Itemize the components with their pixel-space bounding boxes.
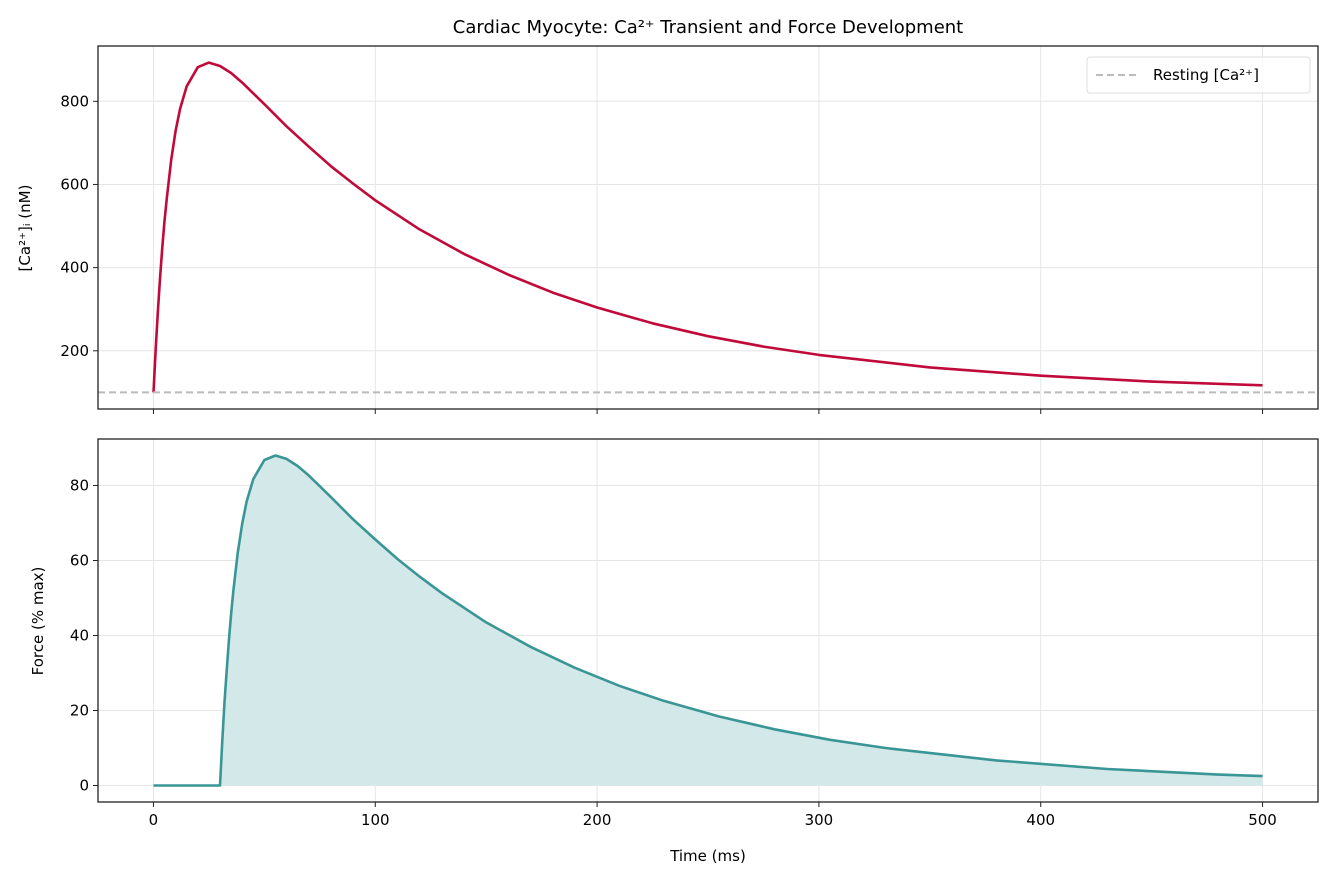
y-tick-label: 40: [70, 627, 89, 645]
y-tick-label: 80: [70, 477, 89, 495]
axes-frame: [97, 438, 1319, 803]
legend-box: [1086, 56, 1311, 94]
calcium-axes: 200 400 600 800: [60, 45, 1319, 414]
force-area-fill: [153, 455, 1263, 786]
y-tick-label: 20: [70, 702, 89, 720]
x-tick-label: 100: [361, 811, 390, 829]
x-tick-label: 500: [1248, 811, 1277, 829]
y-axis-label-calcium: [Ca²⁺]ᵢ (nM): [16, 185, 34, 272]
x-tick-label: 0: [149, 811, 159, 829]
calcium-transient-line: [152, 61, 1263, 393]
x-tick-label: 200: [583, 811, 612, 829]
chart-title: Cardiac Myocyte: Ca²⁺ Transient and Forc…: [453, 17, 963, 38]
y-axis-label-force: Force (% max): [29, 567, 47, 676]
y-tick-label: 800: [60, 92, 89, 110]
axes-frame: [97, 45, 1319, 410]
x-tick-label: 400: [1026, 811, 1055, 829]
y-tick-label: 600: [60, 175, 89, 193]
y-tick-label: 0: [79, 777, 89, 795]
x-tick-label: 300: [805, 811, 834, 829]
legend-label-resting: Resting [Ca²⁺]: [1153, 66, 1259, 84]
legend: Resting [Ca²⁺]: [1086, 56, 1311, 94]
y-tick-label: 400: [60, 259, 89, 277]
force-line: [153, 454, 1263, 787]
y-tick-label: 60: [70, 552, 89, 570]
y-tick-label: 200: [60, 342, 89, 360]
force-axes: 0 100 200 300 400 500 0 20 40 60 80: [70, 438, 1319, 829]
x-axis-label: Time (ms): [669, 847, 746, 865]
